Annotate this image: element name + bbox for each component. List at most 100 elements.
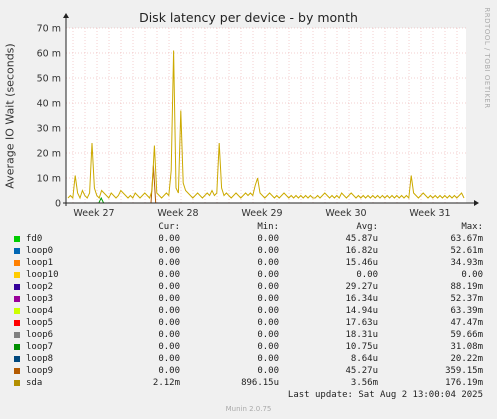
y-tick-label: 30 m [37,124,61,135]
y-tick-label: 60 m [37,49,61,60]
legend-device-name: loop3 [26,294,54,304]
legend-cur: 0.00 [158,246,180,256]
legend-swatch [14,332,20,338]
legend-cur: 0.00 [158,258,180,268]
legend-device-name: loop8 [26,354,54,364]
legend-cur: 2.12m [152,378,180,388]
legend-swatch [14,320,20,326]
legend-row: loop8 0.00 0.00 8.64u 20.22m [0,354,497,366]
header-avg: Avg: [356,222,378,232]
legend-avg: 18.31u [345,330,378,340]
legend-swatch [14,368,20,374]
legend-avg: 16.34u [345,294,378,304]
legend-cur: 0.00 [158,270,180,280]
legend-avg: 45.87u [345,234,378,244]
header-cur: Cur: [158,222,180,232]
legend-max: 176.19m [445,378,483,388]
x-tick-label: Week 29 [241,208,282,219]
legend-device-name: loop0 [26,246,54,256]
legend-min: 0.00 [257,342,279,352]
legend-swatch [14,272,20,278]
legend-swatch [14,308,20,314]
y-tick-label: 50 m [37,74,61,85]
x-axis-arrow [474,200,479,206]
x-ticks: Week 27 Week 28 Week 29 Week 30 Week 31 [73,208,450,219]
legend-cur: 0.00 [158,330,180,340]
legend-device-name: loop10 [26,270,59,280]
legend-max: 31.08m [450,342,483,352]
y-axis-arrow [63,13,69,18]
legend-max: 20.22m [450,354,483,364]
legend-max: 59.66m [450,330,483,340]
legend-min: 0.00 [257,234,279,244]
legend-min: 0.00 [257,330,279,340]
legend-device-name: loop5 [26,318,54,328]
legend-max: 52.61m [450,246,483,256]
y-tick-label: 40 m [37,99,61,110]
legend-min: 0.00 [257,366,279,376]
x-tick-label: Week 30 [325,208,366,219]
legend-device-name: sda [26,378,43,388]
legend-avg: 3.56m [350,378,378,388]
grid [66,27,466,204]
legend-avg: 17.63u [345,318,378,328]
legend-swatch [14,248,20,254]
legend-max: 88.19m [450,282,483,292]
legend-device-name: loop4 [26,306,54,316]
legend-row: loop9 0.00 0.00 45.27u 359.15m [0,366,497,378]
header-max: Max: [461,222,483,232]
legend-row: loop0 0.00 0.00 16.82u 52.61m [0,246,497,258]
legend-cur: 0.00 [158,282,180,292]
legend-row: loop2 0.00 0.00 29.27u 88.19m [0,282,497,294]
legend-swatch [14,356,20,362]
legend-avg: 15.46u [345,258,378,268]
y-tick-label: 20 m [37,149,61,160]
legend-cur: 0.00 [158,318,180,328]
legend-min: 0.00 [257,270,279,280]
legend-header: Cur: Min: Avg: Max: [0,222,497,234]
legend-avg: 10.75u [345,342,378,352]
munin-version: Munin 2.0.75 [225,405,272,413]
plot-background [66,28,466,203]
legend-min: 0.00 [257,318,279,328]
legend-cur: 0.00 [158,234,180,244]
legend-row: sda 2.12m 896.15u 3.56m 176.19m [0,378,497,390]
legend-row: loop6 0.00 0.00 18.31u 59.66m [0,330,497,342]
legend-device-name: loop6 [26,330,54,340]
legend-row: loop3 0.00 0.00 16.34u 52.37m [0,294,497,306]
legend-device-name: loop9 [26,366,54,376]
legend-min: 0.00 [257,282,279,292]
legend-row: loop4 0.00 0.00 14.94u 63.39m [0,306,497,318]
y-tick-label: 70 m [37,24,61,35]
y-tick-label: 0 [55,199,61,210]
last-update: Last update: Sat Aug 2 13:00:04 2025 [287,390,483,400]
legend-max: 47.47m [450,318,483,328]
legend-row: loop5 0.00 0.00 17.63u 47.47m [0,318,497,330]
legend-min: 0.00 [257,258,279,268]
header-min: Min: [257,222,279,232]
legend-device-name: fd0 [26,234,43,244]
legend-max: 34.93m [450,258,483,268]
legend-max: 52.37m [450,294,483,304]
legend-swatch [14,236,20,242]
legend-max: 63.67m [450,234,483,244]
legend-avg: 14.94u [345,306,378,316]
legend-swatch [14,296,20,302]
legend-max: 63.39m [450,306,483,316]
legend-swatch [14,284,20,290]
legend-device-name: loop1 [26,258,54,268]
legend-device-name: loop2 [26,282,54,292]
plot-area: 010 m20 m30 m40 m50 m60 m70 m Week 27 Wee… [37,13,479,219]
axes [63,13,479,206]
y-tick-label: 10 m [37,174,61,185]
legend-cur: 0.00 [158,342,180,352]
legend-device-name: loop7 [26,342,54,352]
legend-max: 0.00 [461,270,483,280]
legend-swatch [14,260,20,266]
legend-row: loop10 0.00 0.00 0.00 0.00 [0,270,497,282]
legend-swatch [14,380,20,386]
x-tick-label: Week 28 [157,208,198,219]
legend-min: 0.00 [257,294,279,304]
legend-cur: 0.00 [158,306,180,316]
legend-cur: 0.00 [158,366,180,376]
